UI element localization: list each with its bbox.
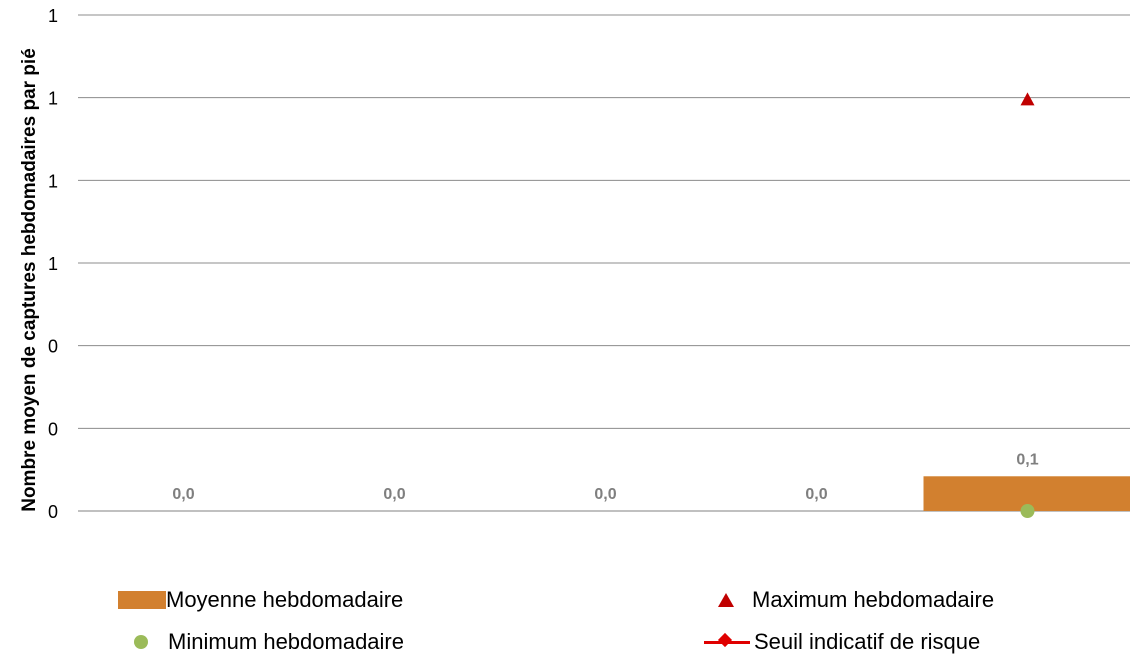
data-label: 0,0 (172, 486, 194, 503)
line-diamond-icon (704, 633, 750, 651)
legend-label-minimum: Minimum hebdomadaire (168, 629, 404, 654)
data-label: 0,0 (594, 486, 616, 503)
legend-item-seuil: Seuil indicatif de risque (704, 627, 980, 657)
y-tick-label: 0 (48, 419, 58, 439)
y-tick-label: 1 (48, 89, 58, 109)
legend-label-maximum: Maximum hebdomadaire (752, 587, 995, 612)
legend-label-seuil: Seuil indicatif de risque (754, 629, 981, 654)
max-marker (1020, 92, 1035, 106)
circle-icon (134, 635, 148, 649)
y-tick-label: 1 (48, 6, 58, 26)
legend: Moyenne hebdomadaire Maximum hebdomadair… (0, 580, 1130, 660)
legend-label-moyenne: Moyenne hebdomadaire (166, 587, 404, 612)
y-tick-label: 1 (48, 171, 58, 191)
y-tick-label: 0 (48, 502, 58, 522)
y-tick-label: 1 (48, 254, 58, 274)
legend-item-moyenne: Moyenne hebdomadaire (118, 585, 403, 615)
min-marker (1020, 504, 1035, 518)
legend-item-maximum: Maximum hebdomadaire (718, 585, 994, 615)
chart-plot: 0 0 0 1 1 1 1 0,0 0,0 0,0 0,0 0,1 (48, 6, 1130, 522)
data-label: 0,0 (383, 486, 405, 503)
triangle-icon (718, 593, 734, 607)
data-label: 0,1 (1016, 451, 1038, 468)
y-tick-label: 0 (48, 337, 58, 357)
legend-item-minimum: Minimum hebdomadaire (134, 627, 404, 657)
legend-swatch-bar (118, 591, 166, 609)
data-label: 0,0 (805, 486, 827, 503)
